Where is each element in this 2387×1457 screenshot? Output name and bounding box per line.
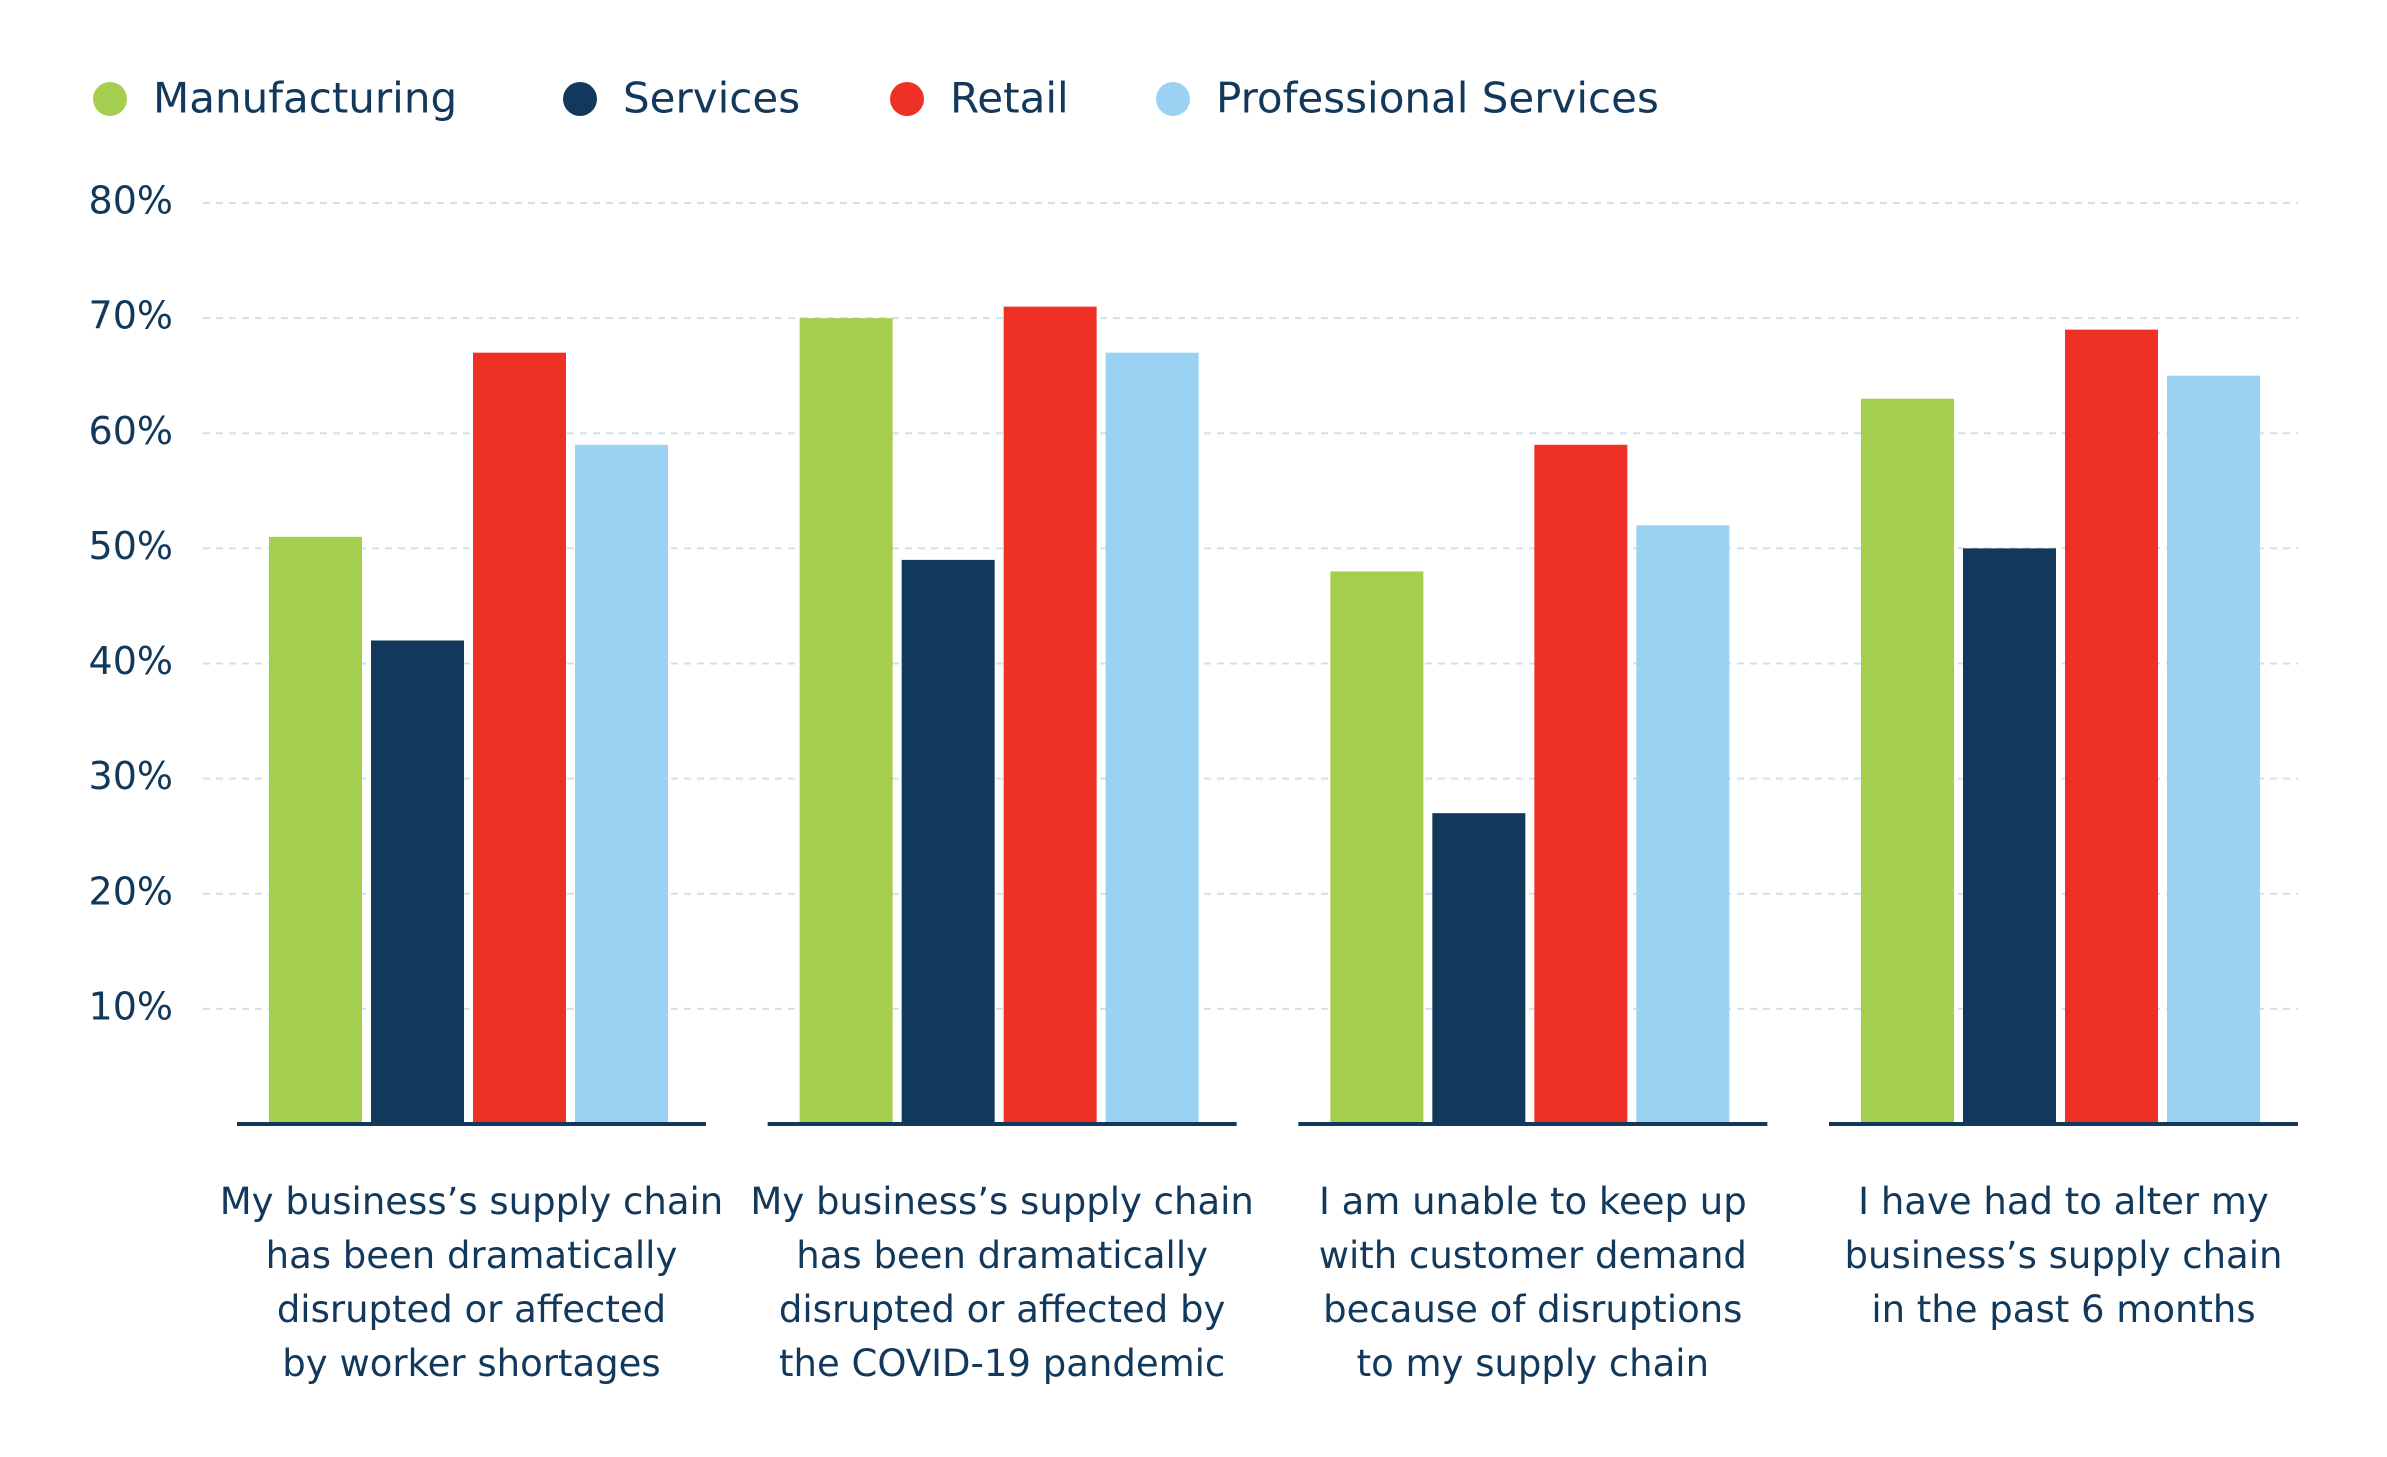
bar [1003, 306, 1097, 1124]
y-tick-label: 20% [89, 869, 173, 913]
bar [1105, 352, 1199, 1125]
y-tick-label: 80% [89, 179, 173, 223]
y-tick-label: 30% [89, 754, 173, 798]
bar [1534, 444, 1628, 1124]
bar [1636, 525, 1730, 1124]
legend-label: Retail [950, 74, 1069, 123]
y-tick-label: 60% [89, 409, 173, 453]
x-tick-label: My business’s supply chain has been dram… [219, 1180, 724, 1385]
bar [901, 559, 995, 1124]
y-tick-label: 50% [89, 524, 173, 568]
legend-marker [563, 82, 597, 116]
legend-marker [890, 82, 924, 116]
y-tick-label: 70% [89, 294, 173, 338]
bar [1963, 548, 2056, 1124]
bar [473, 352, 566, 1125]
bar [1330, 571, 1424, 1124]
x-tick-label: My business’s supply chain has been dram… [750, 1180, 1254, 1385]
bar [1432, 813, 1526, 1124]
bar [799, 318, 893, 1124]
bar [371, 640, 464, 1124]
bar [575, 444, 668, 1124]
bar [2065, 329, 2158, 1124]
x-tick-label: I have had to alter my business’s supply… [1844, 1180, 2283, 1331]
x-tick-label: I am unable to keep up with customer dem… [1318, 1180, 1747, 1385]
y-tick-label: 40% [89, 639, 173, 683]
legend-label: Manufacturing [153, 74, 457, 123]
legend-marker [1156, 82, 1190, 116]
legend-marker [93, 82, 127, 116]
bar [1861, 398, 1954, 1124]
legend-label: Services [623, 74, 800, 123]
legend-label: Professional Services [1216, 74, 1659, 123]
bar [2167, 375, 2260, 1124]
bar [269, 536, 362, 1124]
y-tick-label: 10% [89, 984, 173, 1028]
